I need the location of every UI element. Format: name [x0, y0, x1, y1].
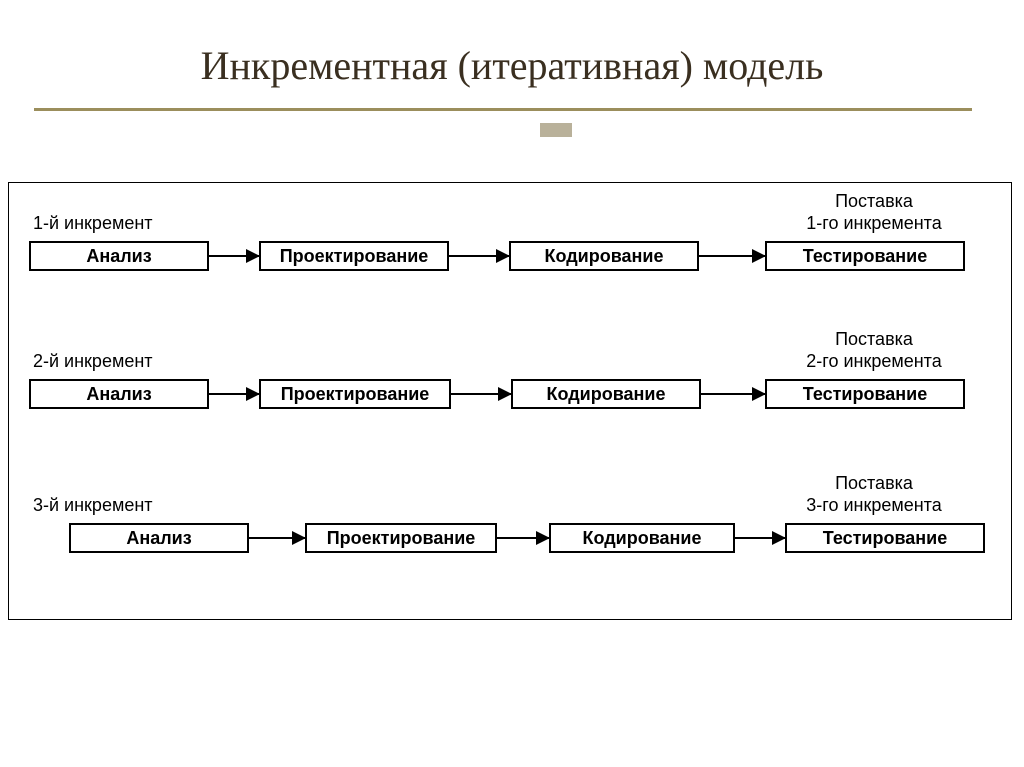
row-label-right: Поставка2-го инкремента — [769, 329, 979, 372]
stage-box: Проектирование — [259, 379, 451, 409]
flow-arrow — [735, 537, 785, 539]
flow-arrow — [497, 537, 549, 539]
stage-box: Проектирование — [259, 241, 449, 271]
stage-box: Проектирование — [305, 523, 497, 553]
stage-box: Тестирование — [765, 241, 965, 271]
flow-arrow — [209, 393, 259, 395]
stage-box: Тестирование — [785, 523, 985, 553]
stage-box: Анализ — [69, 523, 249, 553]
stage-box: Тестирование — [765, 379, 965, 409]
row-label-left: 1-й инкремент — [33, 213, 153, 234]
accent-square — [540, 123, 572, 137]
flow-arrow — [699, 255, 765, 257]
stage-box: Анализ — [29, 241, 209, 271]
title-rule — [34, 108, 972, 111]
row-label-left: 3-й инкремент — [33, 495, 153, 516]
slide-title: Инкрементная (итеративная) модель — [0, 42, 1024, 89]
title-group: Инкрементная (итеративная) модель — [0, 42, 1024, 89]
diagram-frame: 1-й инкрементПоставка1-го инкрементаАнал… — [8, 182, 1012, 620]
row-label-right-line2: 2-го инкремента — [769, 351, 979, 373]
flow-arrow — [209, 255, 259, 257]
row-label-right-line1: Поставка — [769, 473, 979, 495]
stage-box: Кодирование — [509, 241, 699, 271]
row-label-right: Поставка1-го инкремента — [769, 191, 979, 234]
flow-arrow — [451, 393, 511, 395]
flow-arrow — [249, 537, 305, 539]
flow-arrow — [701, 393, 765, 395]
row-label-right-line2: 3-го инкремента — [769, 495, 979, 517]
row-label-left: 2-й инкремент — [33, 351, 153, 372]
row-label-right-line1: Поставка — [769, 329, 979, 351]
stage-box: Анализ — [29, 379, 209, 409]
row-label-right: Поставка3-го инкремента — [769, 473, 979, 516]
stage-box: Кодирование — [511, 379, 701, 409]
row-label-right-line1: Поставка — [769, 191, 979, 213]
flow-arrow — [449, 255, 509, 257]
stage-box: Кодирование — [549, 523, 735, 553]
row-label-right-line2: 1-го инкремента — [769, 213, 979, 235]
